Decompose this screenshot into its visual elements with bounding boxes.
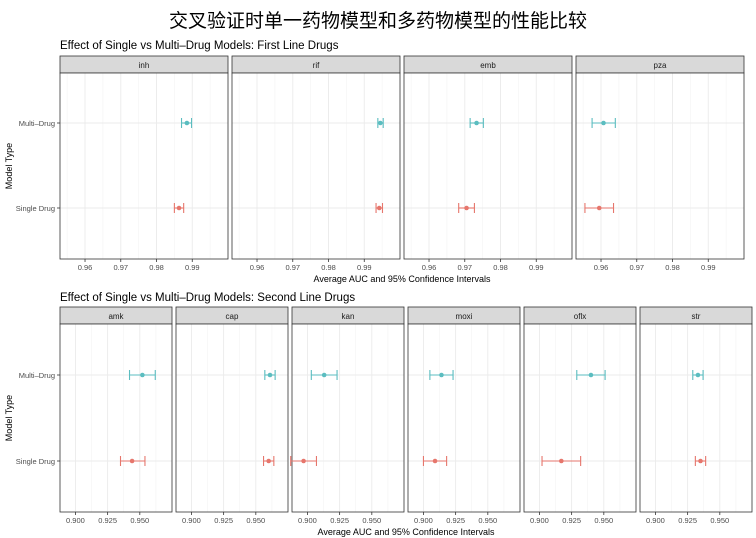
panel-str [640,324,752,512]
panel-border-emb [403,72,573,260]
x-tick-label: 0.900 [182,516,201,525]
panel-oflx [524,324,636,512]
x-tick-label: 0.97 [457,263,472,272]
point-rif-multi [378,120,383,126]
panel-cap [176,324,288,512]
panel-border-kan [291,323,405,513]
x-tick-label: 0.950 [594,516,613,525]
x-tick-label: 0.99 [185,263,200,272]
point-kan-multi [321,372,327,378]
point-amk-single [129,458,135,464]
point-oflx-single [559,458,564,464]
second-line-title: Effect of Single vs Multi–Drug Models: S… [60,292,356,304]
x-tick-label: 0.97 [629,263,644,272]
x-tick-label: 0.925 [562,516,581,525]
x-axis-title: Average AUC and 95% Confidence Intervals [318,527,495,537]
panel-border-amk [59,323,173,513]
facet-label-pza: pza [654,61,667,70]
x-axis-title: Average AUC and 95% Confidence Intervals [314,274,491,284]
x-tick-label: 0.900 [414,516,433,525]
point-emb-single [464,205,469,211]
x-tick-label: 0.900 [646,516,665,525]
y-tick-label: Single Drug [16,457,55,466]
panel-emb [404,73,572,259]
point-cap-multi [267,372,273,378]
panel-border-pza [575,72,745,260]
y-axis-title: Model Type [4,143,14,189]
x-tick-label: 0.900 [530,516,549,525]
x-tick-label: 0.950 [710,516,729,525]
y-tick-label: Single Drug [16,204,55,213]
y-tick-label: Multi–Drug [19,371,55,380]
x-tick-label: 0.99 [529,263,544,272]
x-tick-label: 0.900 [298,516,317,525]
x-tick-label: 0.96 [250,263,265,272]
x-tick-label: 0.925 [678,516,697,525]
panel-border-moxi [407,323,521,513]
x-tick-label: 0.99 [357,263,372,272]
point-moxi-single [432,458,438,464]
facet-label-rif: rif [313,61,320,70]
panel-border-str [639,323,753,513]
panel-amk [60,324,172,512]
main-title: 交叉验证时单一药物模型和多药物模型的性能比较 [168,10,587,32]
x-tick-label: 0.98 [665,263,680,272]
facet-label-inh: inh [139,61,150,70]
point-moxi-multi [439,372,444,378]
point-pza-multi [601,120,606,126]
x-tick-label: 0.950 [478,516,497,525]
point-kan-single [301,458,306,464]
x-tick-label: 0.925 [98,516,117,525]
x-tick-label: 0.900 [66,516,85,525]
panel-pza [576,73,744,259]
facet-label-emb: emb [480,61,496,70]
point-oflx-multi [588,372,594,378]
x-tick-label: 0.98 [493,263,508,272]
point-inh-multi [184,120,190,126]
x-tick-label: 0.98 [149,263,164,272]
x-tick-label: 0.925 [446,516,465,525]
point-str-multi [695,372,701,378]
panel-border-oflx [523,323,637,513]
panel-kan [292,324,404,512]
x-tick-label: 0.96 [422,263,437,272]
x-tick-label: 0.925 [330,516,349,525]
facet-label-cap: cap [226,312,239,321]
x-tick-label: 0.97 [113,263,128,272]
x-tick-label: 0.950 [246,516,265,525]
facet-label-oflx: oflx [574,312,586,321]
x-tick-label: 0.925 [214,516,233,525]
point-rif-single [376,205,382,211]
y-tick-label: Multi–Drug [19,119,55,128]
x-tick-label: 0.950 [362,516,381,525]
panel-inh [60,73,228,259]
x-tick-label: 0.96 [78,263,93,272]
point-amk-multi [140,372,145,378]
panel-border-inh [59,72,229,260]
x-tick-label: 0.96 [594,263,609,272]
x-tick-label: 0.97 [285,263,300,272]
x-tick-label: 0.99 [701,263,716,272]
point-inh-single [176,205,182,211]
first-line-title: Effect of Single vs Multi–Drug Models: F… [60,40,339,52]
point-cap-single [266,458,271,464]
facet-label-moxi: moxi [456,312,473,321]
y-axis-title: Model Type [4,395,14,441]
facet-label-str: str [692,312,701,321]
facet-label-amk: amk [108,312,124,321]
x-tick-label: 0.950 [130,516,149,525]
panel-moxi [408,324,520,512]
facet-label-kan: kan [342,312,355,321]
point-str-single [698,458,703,464]
point-pza-single [596,205,602,211]
point-emb-multi [474,120,479,126]
panel-border-cap [175,323,289,513]
panel-rif [232,73,400,259]
panel-border-rif [231,72,401,260]
x-tick-label: 0.98 [321,263,336,272]
